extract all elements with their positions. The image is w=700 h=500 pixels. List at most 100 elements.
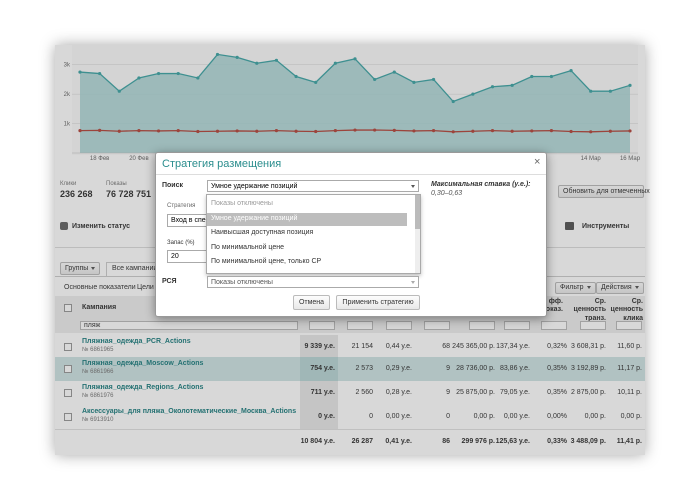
point [569,69,573,73]
point [333,61,337,65]
cell: 25 875,00 р. [456,389,495,396]
point [353,128,357,132]
point [176,71,180,76]
filter-button[interactable]: Фильтр [555,282,596,294]
y-tick-label: 2k [64,92,71,98]
subtab[interactable]: Цели [137,284,154,291]
column-filter[interactable] [469,321,495,330]
cell: 0,35% [547,389,567,396]
cell: 28 736,00 р. [456,365,495,372]
point [471,129,475,133]
reserve-input[interactable]: 20 [167,250,207,263]
column-filter[interactable] [541,321,567,330]
x-tick-label: 18 Фев [90,156,109,162]
change-status[interactable]: Изменить статус [72,223,131,230]
point [235,129,239,133]
x-tick-label: 14 Мар [581,156,602,162]
column-filter[interactable] [504,321,530,330]
reserve-label: Запас (%) [167,240,195,246]
total-cell: 26 287 [351,438,373,445]
checkbox[interactable] [64,343,72,351]
rsya-select[interactable]: Показы отключены [207,276,419,288]
column-filter[interactable] [309,321,335,330]
cell: 11,17 р. [617,365,642,372]
point [628,83,632,87]
dropdown-option[interactable]: Показы отключены [211,200,273,207]
divider [156,174,546,175]
groups-button[interactable]: Группы [60,262,101,275]
actions-button[interactable]: Действия [596,282,644,294]
column-filter[interactable] [424,321,450,330]
point [549,129,554,133]
point [510,129,514,133]
point [412,129,416,133]
cell: 0,00% [547,413,567,420]
point [215,129,220,133]
subtab[interactable]: Основные показатели [64,284,136,291]
point [117,129,121,133]
cell: 79,05 у.е. [499,389,530,396]
campaign-name[interactable]: Пляжная_одежда_Regions_Actions [82,384,204,391]
column-filter[interactable] [580,321,606,330]
point [451,130,455,134]
budget-cell-bg [300,335,338,357]
column-filter[interactable] [386,321,412,330]
total-cell: 3 488,09 р. [570,438,606,445]
point [196,76,200,80]
dropdown-option[interactable]: Умное удержание позиций [207,212,407,226]
table-row [55,405,645,430]
checkbox[interactable] [64,413,72,421]
campaign-id: № 6861966 [82,369,114,375]
point [255,61,259,65]
dropdown-option[interactable]: По минимальной цене [211,243,285,251]
point [235,55,239,59]
dropdown-option[interactable]: Наивысшая доступная позиция [211,229,314,236]
checkbox[interactable] [64,304,72,312]
cell: 21 154 [351,343,373,350]
cell: 0 [446,413,450,420]
campaign-name[interactable]: Аксессуары_для пляжа_Околотематические_М… [82,408,297,415]
header-cell: Ср. ценность транз. [573,298,606,322]
checkbox[interactable] [64,389,72,397]
point [314,129,318,134]
apply-button[interactable]: Применить стратегию [336,295,420,310]
header-cell: фф. показ. [541,298,563,314]
campaign-name[interactable]: Пляжная_одежда_PCR_Actions [82,338,191,345]
column-filter[interactable] [616,321,642,330]
point [530,74,534,79]
stat-value: 76 728 751 [106,189,152,199]
y-tick-label: 3k [64,63,71,69]
point [294,129,298,133]
point [196,129,200,134]
column-filter[interactable] [347,321,373,330]
checkbox[interactable] [64,365,72,373]
cell: 0,00 р. [620,413,642,420]
x-tick-label: 20 Фев [129,156,148,162]
point [490,85,495,89]
point [117,89,121,93]
campaign-name[interactable]: Пляжная_одежда_Moscow_Actions [82,360,204,367]
search-select[interactable]: Умное удержание позиций [207,180,419,192]
max-bid-label: Максимальная ставка (у.е.): [431,181,531,188]
point [274,129,279,133]
strategy-select[interactable]: Вход в спе [167,214,207,227]
rsya-label: РСЯ [162,278,177,285]
cell: 0 у.е. [318,413,335,420]
point [373,128,377,132]
dropdown-list: Показы отключены Умное удержание позиций Н… [206,194,421,274]
tools[interactable]: Инструменты [582,223,630,230]
y-tick-label: 1k [64,122,71,128]
point [333,129,337,133]
point [137,129,141,133]
point [373,77,377,82]
cell: 3 608,31 р. [570,343,606,350]
point [589,130,593,134]
cancel-button[interactable]: Отмена [293,295,330,310]
dropdown-option[interactable]: По минимальной цене, только СР [211,258,322,265]
budget-cell-bg [300,405,338,429]
search-input[interactable]: пляж [80,321,298,330]
budget-cell-bg [300,381,338,405]
update-button[interactable]: Обновить для отмеченных [558,185,650,198]
point [78,70,82,74]
close-button[interactable]: × [534,156,541,168]
